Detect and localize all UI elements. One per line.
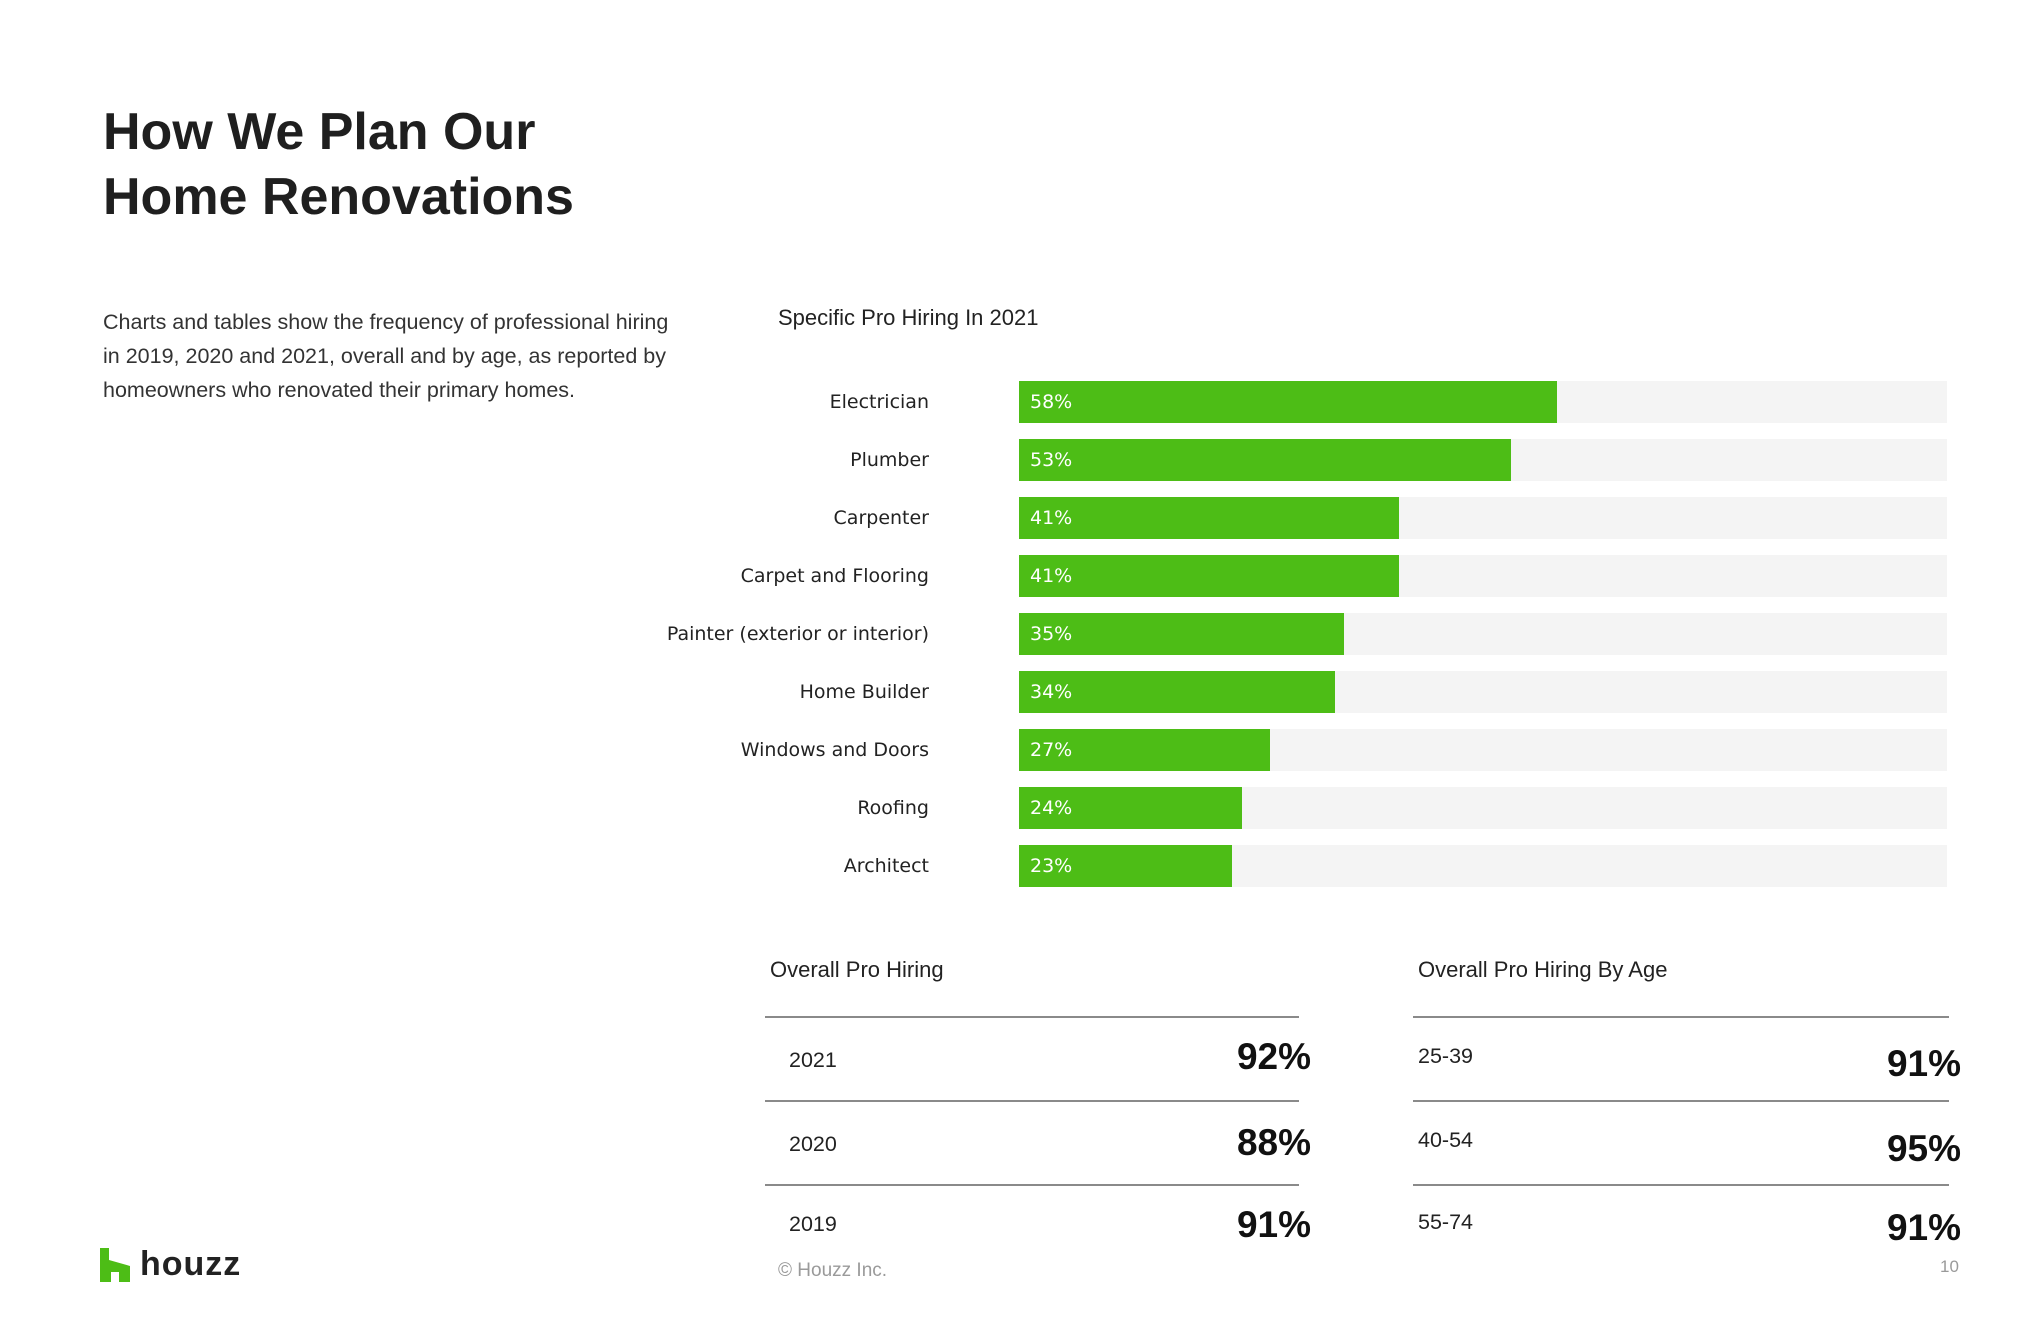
- bar: [1019, 439, 1511, 481]
- age-table-rule: [1413, 1184, 1949, 1186]
- bar: [1019, 729, 1270, 771]
- table-row: 2019 91%: [765, 1186, 1311, 1270]
- bar-value-label: 35%: [1030, 623, 1073, 645]
- page-number: 10: [1940, 1257, 1959, 1276]
- age-range-label: 40-54: [1418, 1128, 1473, 1152]
- category-label: Carpenter: [833, 507, 929, 529]
- age-table-title: Overall Pro Hiring By Age: [1418, 957, 1668, 982]
- category-label: Home Builder: [799, 681, 929, 703]
- category-label: Carpet and Flooring: [740, 565, 929, 587]
- category-label: Plumber: [850, 449, 929, 471]
- bar-value-label: 23%: [1030, 855, 1073, 877]
- houzz-logo-icon: [100, 1247, 130, 1282]
- age-range-value: 95%: [1886, 1128, 1961, 1169]
- page-title: How We Plan Our Home Renovations: [103, 100, 574, 230]
- age-table-rule: [1413, 1100, 1949, 1102]
- description: Charts and tables show the frequency of …: [103, 310, 669, 402]
- overall-year-label: 2021: [789, 1048, 837, 1072]
- houzz-logo-text: houzz: [140, 1245, 242, 1283]
- chart-title: Specific Pro Hiring In 2021: [778, 305, 1039, 330]
- category-label: Windows and Doors: [740, 739, 929, 761]
- table-row: 25-39 91%: [1413, 1018, 1961, 1102]
- page-title-line-2: Home Renovations: [103, 168, 574, 226]
- category-label: Painter (exterior or interior): [666, 623, 929, 645]
- overall-table-rule: [765, 1184, 1299, 1186]
- overall-year-value: 92%: [1236, 1036, 1311, 1077]
- category-label: Architect: [843, 855, 929, 877]
- bar: [1019, 381, 1557, 423]
- overall-year-value: 91%: [1236, 1204, 1311, 1245]
- bar-value-label: 58%: [1030, 391, 1073, 413]
- age-range-label: 25-39: [1418, 1044, 1473, 1068]
- bar: [1019, 845, 1232, 887]
- overall-year-value: 88%: [1236, 1122, 1311, 1163]
- category-label: Roofing: [857, 797, 929, 819]
- bar: [1019, 613, 1344, 655]
- age-table-top-rule: [1413, 1016, 1949, 1018]
- overall-year-label: 2019: [789, 1212, 837, 1236]
- table-row: 2020 88%: [765, 1102, 1311, 1186]
- overall-table-rule: [765, 1100, 1299, 1102]
- age-range-value: 91%: [1886, 1043, 1961, 1084]
- houzz-logo: houzz: [100, 1245, 241, 1284]
- age-range-label: 55-74: [1418, 1210, 1473, 1234]
- table-row: 2021 92%: [765, 1018, 1311, 1102]
- bar-value-label: 53%: [1030, 449, 1073, 471]
- table-row: 40-54 95%: [1413, 1102, 1961, 1186]
- bar-value-label: 24%: [1030, 797, 1073, 819]
- copyright: © Houzz Inc.: [778, 1260, 888, 1281]
- page-title-line-1: How We Plan Our: [103, 103, 536, 161]
- bar-chart: Electrician 58% Plumber 53% Carpenter 41% Carp…: [667, 375, 1950, 905]
- bar-value-label: 41%: [1030, 507, 1073, 529]
- bar: [1019, 497, 1399, 539]
- bar: [1019, 555, 1399, 597]
- bar: [1019, 671, 1335, 713]
- category-label: Electrician: [829, 391, 929, 413]
- age-range-value: 91%: [1886, 1207, 1961, 1248]
- bar-value-label: 27%: [1030, 739, 1073, 761]
- bar-value-label: 41%: [1030, 565, 1073, 587]
- overall-table-top-rule: [765, 1016, 1299, 1018]
- bar: [1019, 787, 1242, 829]
- bar-value-label: 34%: [1030, 681, 1073, 703]
- overall-year-label: 2020: [789, 1132, 837, 1156]
- overall-table-title: Overall Pro Hiring: [770, 957, 944, 982]
- table-row: 55-74 91%: [1413, 1186, 1961, 1270]
